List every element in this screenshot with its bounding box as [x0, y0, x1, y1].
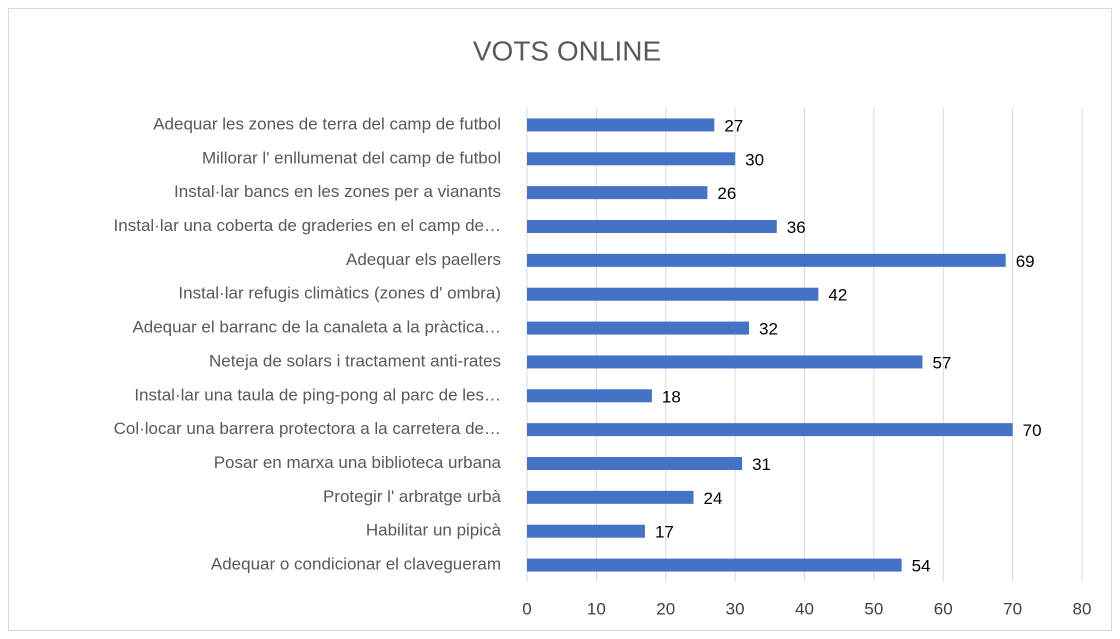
data-label: 26 [717, 184, 736, 203]
y-tick-label: Adequar les zones de terra del camp de f… [153, 114, 501, 133]
y-tick-label: Habilitar un pipicà [366, 521, 502, 540]
y-tick-label: Adequar els paellers [346, 250, 501, 269]
x-tick-label: 60 [934, 599, 953, 618]
bar [527, 118, 715, 132]
y-tick-label: Neteja de solars i tractament anti-rates [209, 351, 501, 370]
bar [527, 287, 819, 301]
y-tick-label: Col·locar una barrera protectora a la ca… [114, 419, 501, 438]
bar [527, 186, 708, 200]
bar [527, 524, 645, 538]
bar [527, 253, 1006, 267]
bar [527, 490, 694, 504]
x-tick-label: 30 [726, 599, 745, 618]
data-label: 36 [787, 218, 806, 237]
data-label: 31 [752, 455, 771, 474]
y-tick-label: Posar en marxa una biblioteca urbana [214, 453, 502, 472]
bar [527, 321, 749, 335]
data-label: 69 [1016, 252, 1035, 271]
data-label: 42 [828, 286, 847, 305]
x-tick-label: 50 [864, 599, 883, 618]
x-tick-label: 10 [587, 599, 606, 618]
x-tick-label: 80 [1073, 599, 1092, 618]
y-tick-label: Instal·lar una taula de ping-pong al par… [134, 385, 501, 404]
data-label: 32 [759, 320, 778, 339]
y-tick-label: Instal·lar bancs en les zones per a vian… [174, 182, 501, 201]
x-tick-label: 70 [1003, 599, 1022, 618]
y-tick-label: Adequar o condicionar el clavegueram [211, 555, 501, 574]
y-tick-label: Instal·lar una coberta de graderies en e… [114, 216, 501, 235]
y-tick-label: Protegir l' arbratge urbà [323, 487, 502, 506]
bar [527, 152, 736, 166]
x-tick-label: 0 [522, 599, 531, 618]
y-tick-label: Millorar l' enllumenat del camp de futbo… [202, 148, 501, 167]
chart-title: VOTS ONLINE [473, 35, 661, 66]
bar [527, 220, 777, 233]
data-label: 70 [1023, 421, 1042, 440]
data-label: 30 [745, 150, 764, 169]
data-label: 24 [704, 489, 723, 508]
bar [527, 423, 1013, 437]
data-label: 17 [655, 523, 674, 542]
data-label: 54 [912, 557, 931, 576]
bar [527, 355, 923, 369]
bar [527, 558, 902, 572]
bar [527, 389, 652, 403]
bar [527, 457, 743, 470]
data-label: 27 [724, 116, 743, 135]
data-label: 57 [932, 353, 951, 372]
data-label: 18 [662, 387, 681, 406]
x-tick-label: 40 [795, 599, 814, 618]
x-tick-label: 20 [656, 599, 675, 618]
y-tick-label: Adequar el barranc de la canaleta a la p… [132, 318, 501, 337]
y-tick-label: Instal·lar refugis climàtics (zones d' o… [178, 284, 501, 303]
